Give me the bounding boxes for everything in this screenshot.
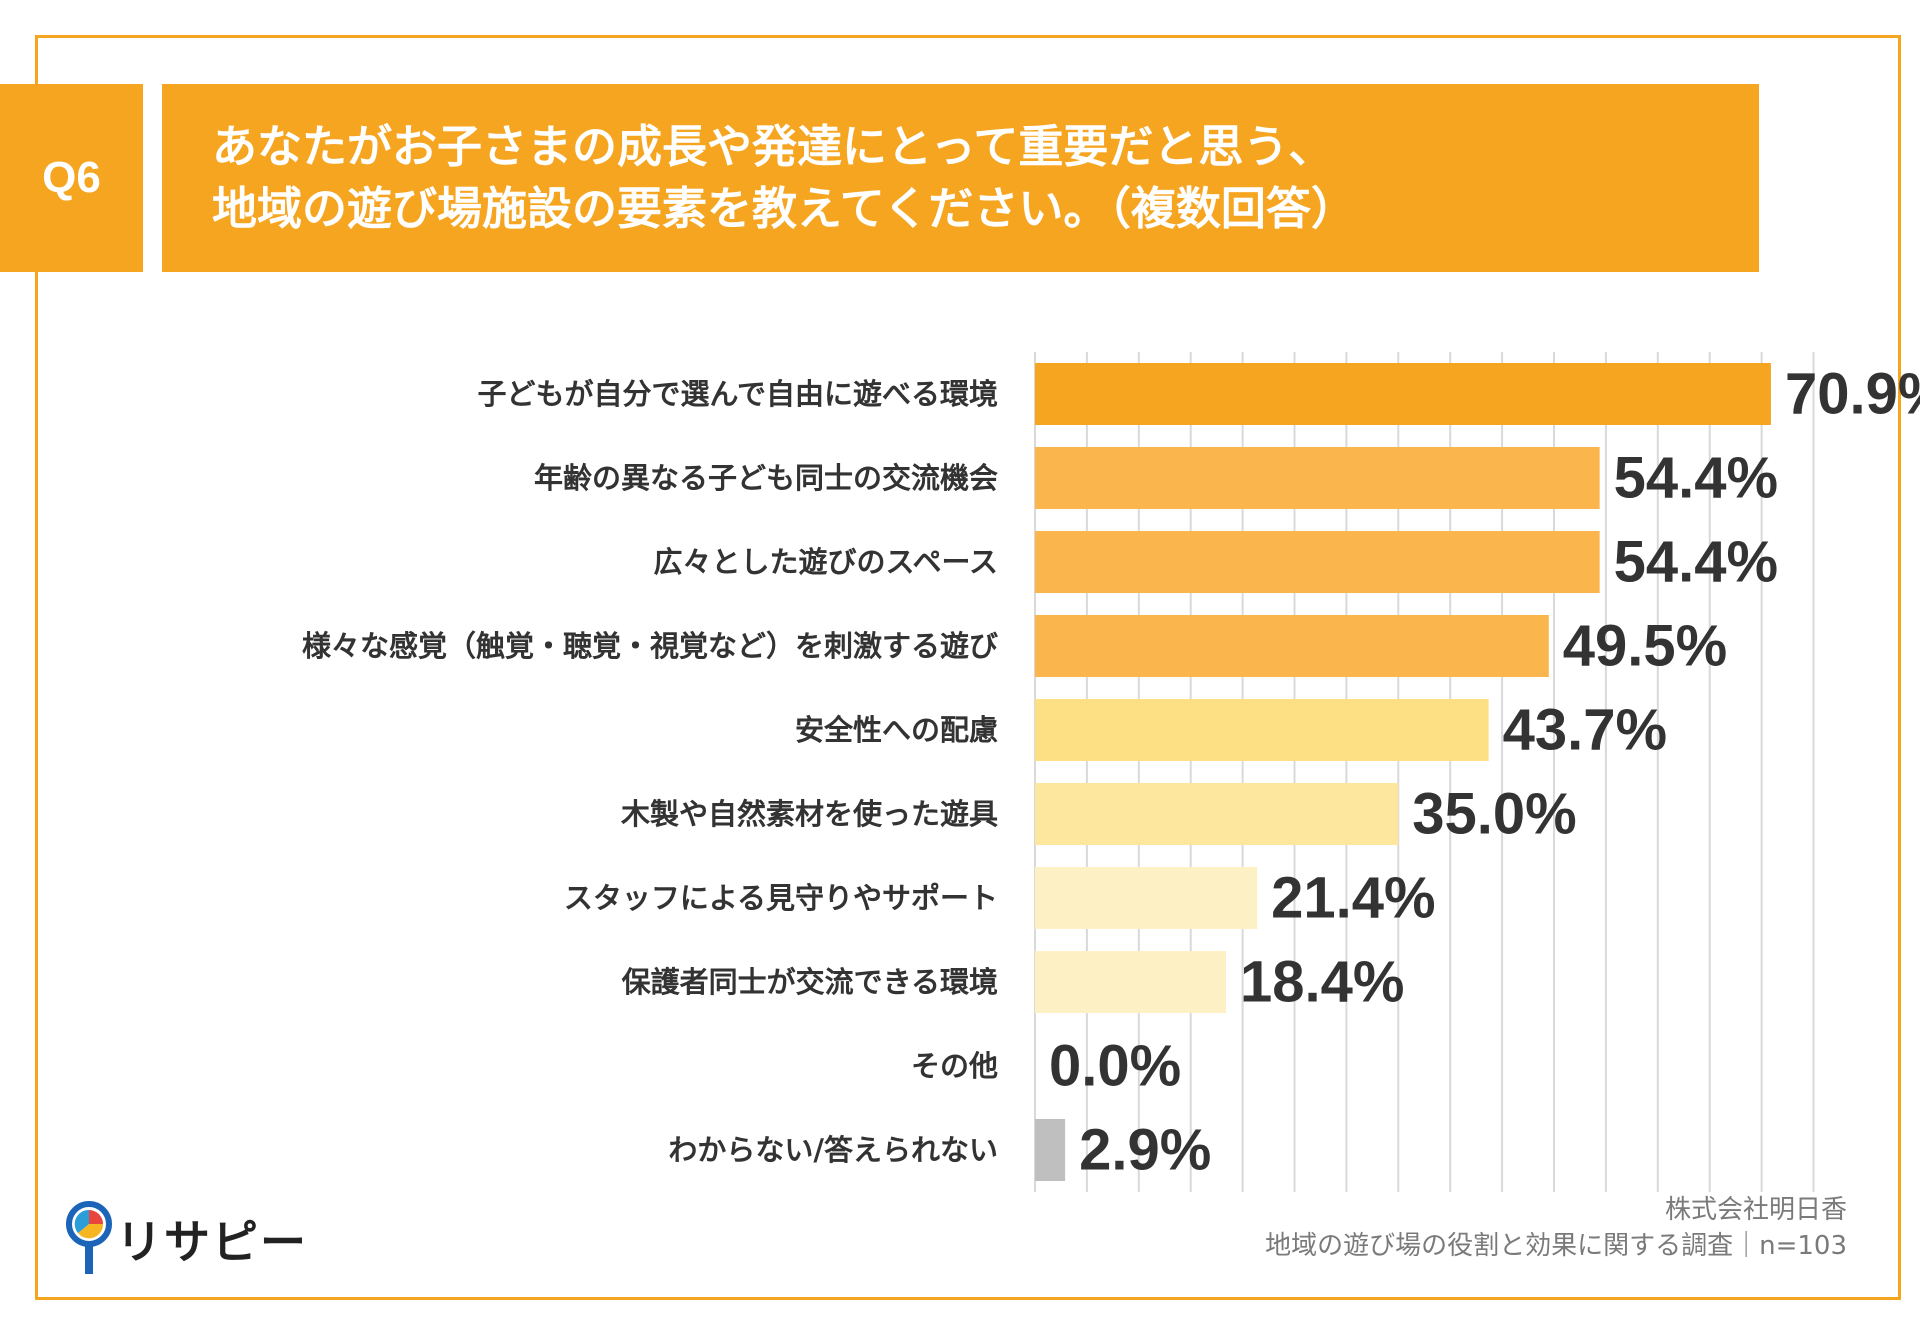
bar: [1035, 1119, 1066, 1181]
question-text-line-2: 地域の遊び場施設の要素を教えてください。（複数回答）: [212, 182, 1356, 235]
outer-frame: [35, 35, 1901, 1300]
category-label: 安全性への配慮: [795, 713, 998, 747]
bar: [1035, 531, 1600, 593]
bar: [1035, 363, 1771, 425]
source-survey: 地域の遊び場の役割と効果に関する調査｜n=103: [1265, 1231, 1847, 1261]
category-label: スタッフによる見守りやサポート: [564, 881, 998, 915]
value-label: 49.5%: [1563, 614, 1727, 679]
category-label: 子どもが自分で選んで自由に遊べる環境: [477, 377, 998, 411]
value-label: 0.0%: [1049, 1034, 1181, 1099]
category-label: 年齢の異なる子ども同士の交流機会: [534, 461, 998, 495]
value-label: 43.7%: [1503, 698, 1667, 763]
category-label: 木製や自然素材を使った遊具: [620, 797, 998, 831]
logo-pin-icon: [66, 1201, 112, 1274]
value-label: 35.0%: [1412, 782, 1576, 847]
source-note: 株式会社明日香 地域の遊び場の役割と効果に関する調査｜n=103: [1265, 1192, 1847, 1264]
value-label: 21.4%: [1271, 866, 1435, 931]
value-label: 54.4%: [1614, 530, 1778, 595]
value-label: 2.9%: [1079, 1118, 1211, 1183]
bar: [1035, 447, 1600, 509]
bar: [1035, 951, 1226, 1013]
value-label: 70.9%: [1785, 362, 1920, 427]
value-label: 54.4%: [1614, 446, 1778, 511]
bar: [1035, 783, 1399, 845]
source-company: 株式会社明日香: [1664, 1195, 1847, 1225]
question-number-badge: Q6: [0, 84, 143, 272]
question-text-line-1: あなたがお子さまの成長や発達にとって重要だと思う、: [212, 120, 1334, 173]
logo-text: リサピー: [116, 1215, 308, 1269]
category-label: その他: [911, 1049, 998, 1083]
bar: [1035, 615, 1549, 677]
bar: [1035, 699, 1489, 761]
bar: [1035, 867, 1258, 929]
value-label: 18.4%: [1240, 950, 1404, 1015]
question-header: あなたがお子さまの成長や発達にとって重要だと思う、 地域の遊び場施設の要素を教え…: [162, 84, 1759, 272]
question-number: Q6: [42, 153, 101, 202]
risapy-logo: リサピー: [66, 1200, 326, 1280]
category-label: 様々な感覚（触覚・聴覚・視覚など）を刺激する遊び: [302, 629, 998, 663]
category-label: 広々とした遊びのスペース: [653, 545, 998, 579]
category-label: わからない/答えられない: [668, 1133, 998, 1167]
category-label: 保護者同士が交流できる環境: [621, 965, 998, 999]
